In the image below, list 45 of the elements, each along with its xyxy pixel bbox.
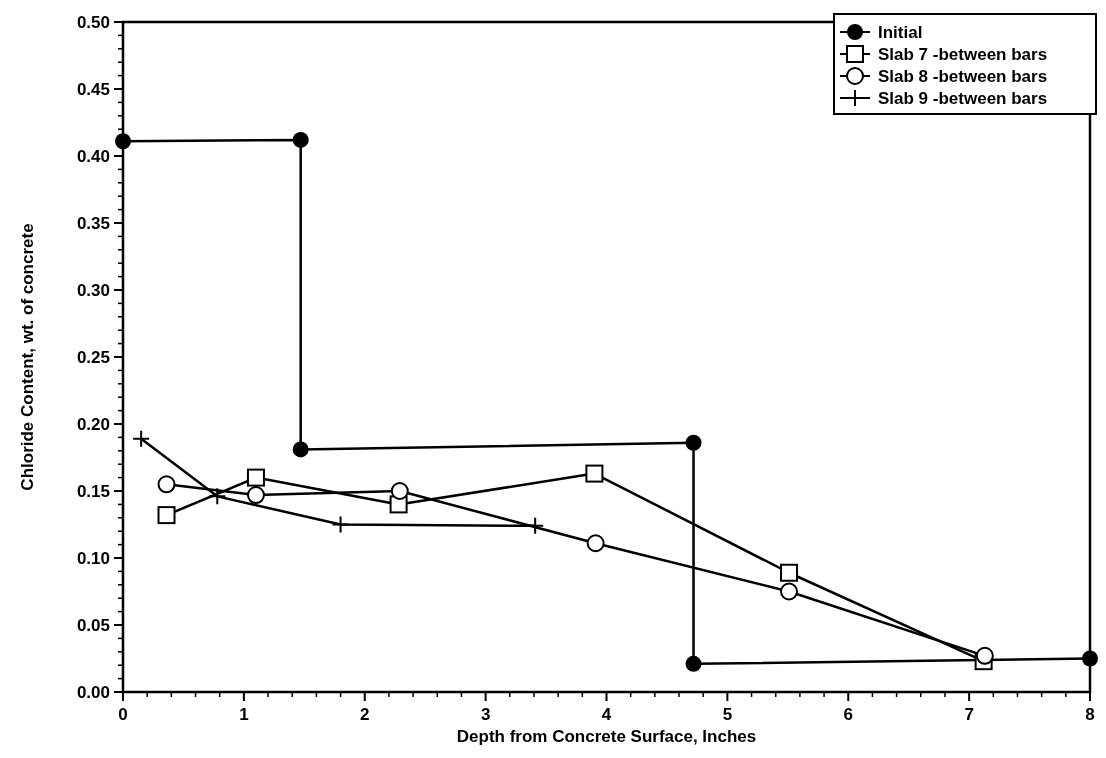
y-tick-label: 0.00: [76, 682, 110, 702]
y-tick-label: 0.15: [76, 481, 110, 501]
y-tick-label: 0.45: [76, 79, 110, 99]
x-tick-label: 3: [480, 705, 491, 724]
point: [1082, 650, 1098, 667]
point: [292, 441, 309, 458]
point: [390, 482, 409, 500]
point: [208, 487, 227, 506]
y-tick-label: 0.10: [76, 548, 110, 568]
point: [780, 582, 799, 601]
point: [246, 486, 265, 505]
point: [292, 131, 309, 148]
x-tick-label: 2: [360, 705, 370, 724]
y-tick-label: 0.05: [76, 615, 110, 635]
y-tick-label: 0.40: [76, 146, 110, 166]
legend-label: Slab 9 -between bars: [878, 88, 1048, 108]
x-tick-label: 1: [239, 705, 249, 724]
y-tick-label: 0.25: [76, 347, 110, 367]
x-tick-label: 4: [601, 705, 612, 724]
x-tick-label: 0: [118, 705, 128, 724]
point: [585, 464, 604, 483]
x-tick-label: 5: [722, 705, 733, 724]
point: [685, 655, 702, 672]
legend-label: Initial: [878, 22, 923, 42]
y-tick-label: 0.50: [76, 12, 110, 32]
point: [780, 563, 799, 582]
point: [246, 468, 265, 487]
point: [157, 475, 176, 494]
point: [331, 515, 350, 534]
y-tick-label: 0.20: [76, 414, 110, 434]
y-axis-title: Chloride Content, wt. of concrete: [18, 223, 37, 491]
point: [115, 133, 131, 150]
legend-label: Slab 8 -between bars: [878, 66, 1048, 86]
x-axis-title: Depth from Concrete Surface, Inches: [456, 727, 757, 746]
point: [157, 506, 176, 525]
y-tick-label: 0.35: [76, 213, 110, 233]
point: [586, 534, 605, 553]
point: [132, 429, 151, 448]
point: [975, 646, 994, 665]
legend-label: Slab 7 -between bars: [878, 44, 1048, 64]
x-tick-label: 8: [1085, 705, 1095, 724]
x-tick-label: 6: [843, 705, 853, 724]
x-tick-label: 7: [964, 705, 974, 724]
point: [685, 434, 702, 451]
y-tick-label: 0.30: [76, 280, 110, 300]
